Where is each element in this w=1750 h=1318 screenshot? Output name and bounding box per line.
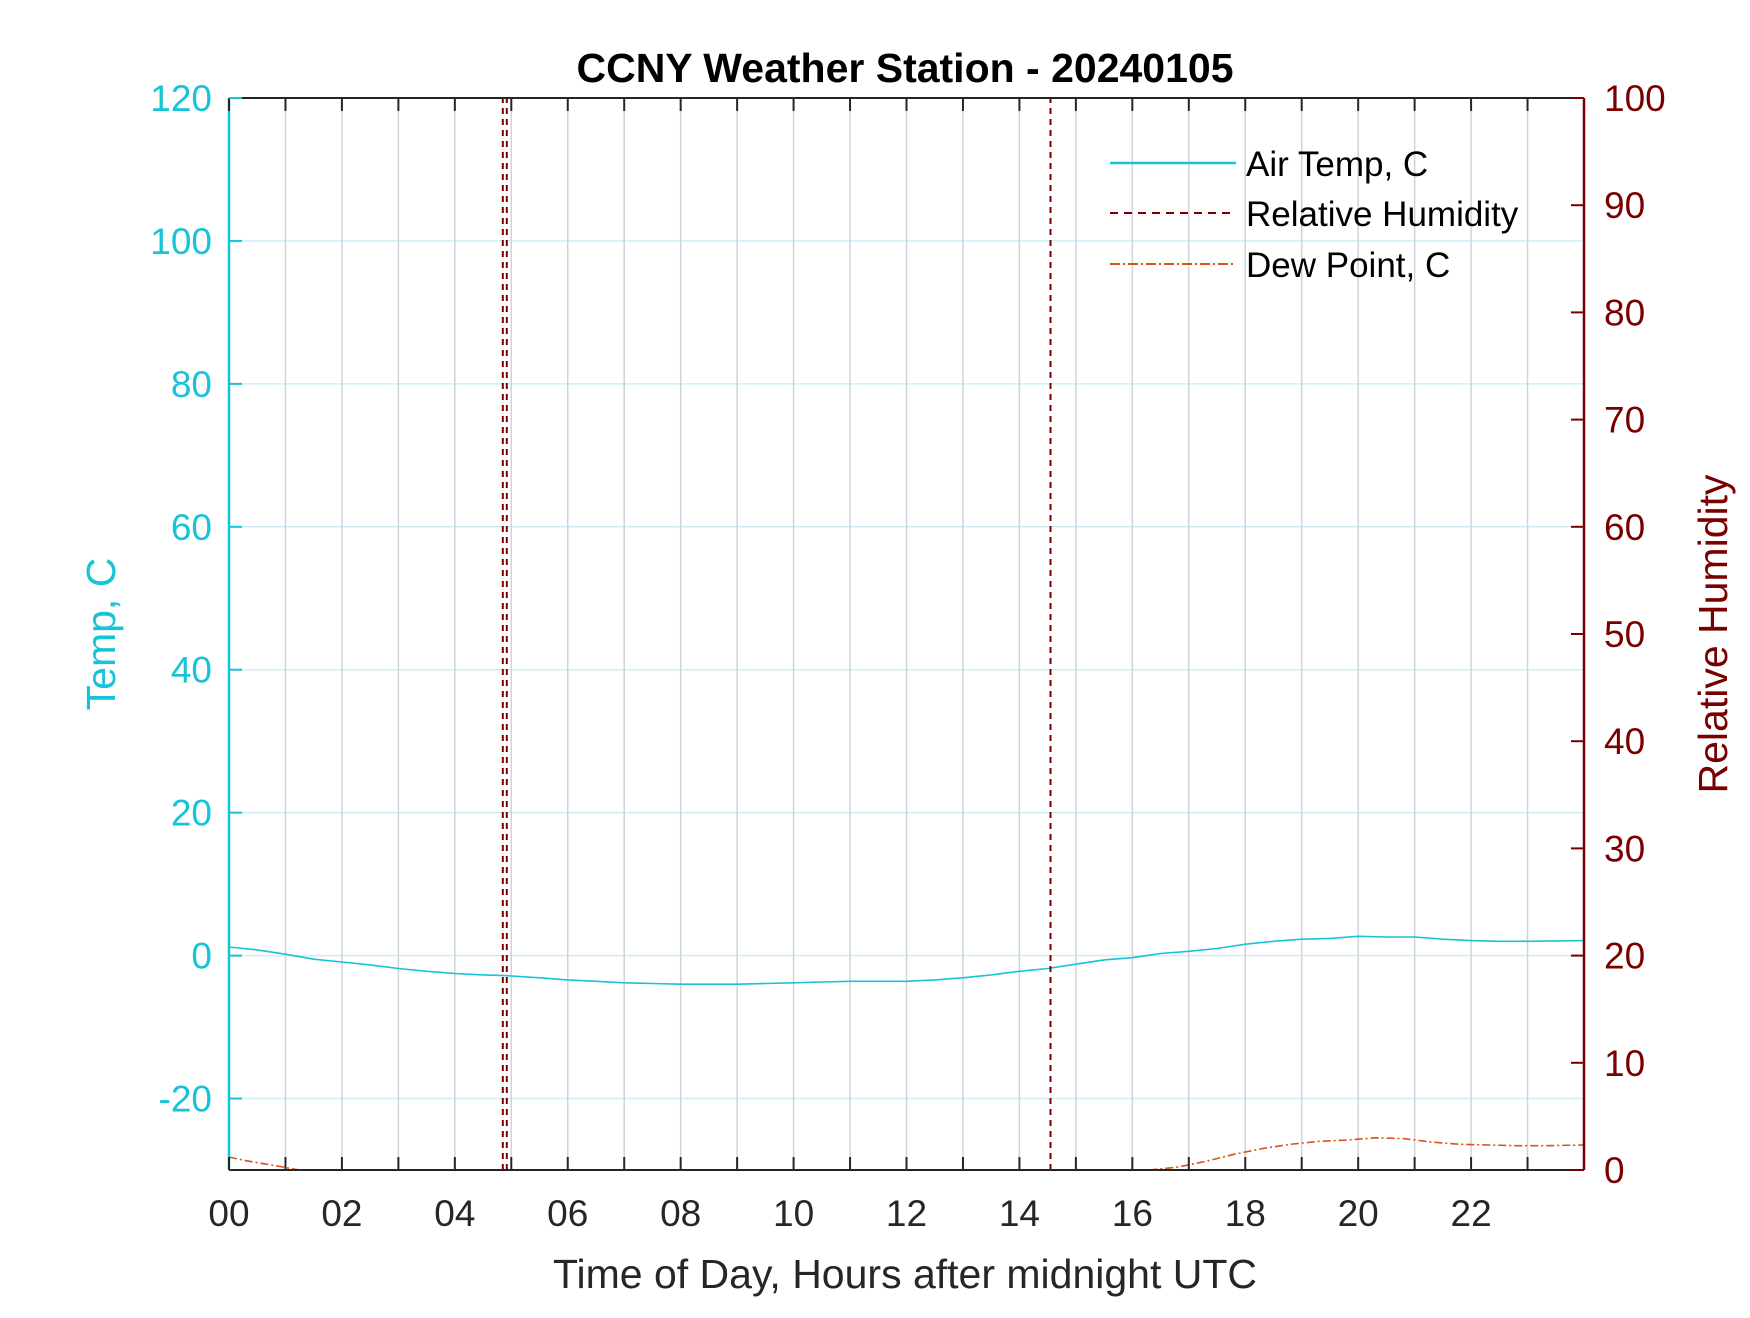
y-left-tick-label: 20: [171, 793, 212, 834]
x-tick-label: 16: [1112, 1193, 1153, 1234]
legend-air-temp-label: Air Temp, C: [1246, 145, 1428, 184]
y-right-tick-label: 60: [1604, 507, 1645, 548]
y-left-tick-label: -20: [159, 1079, 212, 1120]
air-temp-series-line: [228, 935, 1585, 986]
x-tick-label: 06: [547, 1193, 588, 1234]
grid-layer: [229, 98, 1584, 1170]
x-tick-label: 02: [321, 1193, 362, 1234]
y-right-tick-label: 10: [1604, 1043, 1645, 1084]
y-left-tick-label: 100: [150, 221, 212, 262]
series-layer: [228, 98, 1585, 1171]
chart-title: CCNY Weather Station - 20240105: [576, 45, 1233, 91]
y-right-tick-label: 30: [1604, 828, 1645, 869]
legend: Air Temp, C Relative Humidity Dew Point,…: [1110, 145, 1519, 285]
x-tick-label: 12: [886, 1193, 927, 1234]
x-axis-label: Time of Day, Hours after midnight UTC: [553, 1251, 1257, 1297]
x-tick-label: 10: [773, 1193, 814, 1234]
y-axis-left-label: Temp, C: [78, 558, 124, 711]
y-left-tick-label: 80: [171, 364, 212, 405]
y-left-tick-label: 40: [171, 650, 212, 691]
y-right-tick-label: 80: [1604, 292, 1645, 333]
y-left-tick-label: 60: [171, 507, 212, 548]
y-left-tick-label: 120: [150, 78, 212, 119]
x-tick-label: 08: [660, 1193, 701, 1234]
dew-point-series-line: [228, 1156, 300, 1171]
y-right-tick-label: 0: [1604, 1150, 1625, 1191]
x-tick-label: 14: [999, 1193, 1040, 1234]
y-right-tick-label: 40: [1604, 721, 1645, 762]
tick-layer: [228, 97, 1584, 1171]
x-tick-label: 18: [1225, 1193, 1266, 1234]
y-right-tick-label: 50: [1604, 614, 1645, 655]
y-right-tick-label: 70: [1604, 400, 1645, 441]
legend-relative-humidity-label: Relative Humidity: [1246, 195, 1519, 234]
y-right-tick-label: 20: [1604, 936, 1645, 977]
y-left-tick-label: 0: [191, 936, 212, 977]
x-tick-label: 00: [208, 1193, 249, 1234]
y-axis-right-label: Relative Humidity: [1690, 474, 1736, 793]
y-right-tick-label: 90: [1604, 185, 1645, 226]
tick-label-layer: 00 02 04 06 08 10 12 14 16 18 20 22-200204060801001…: [150, 78, 1665, 1234]
y-right-tick-label: 100: [1604, 78, 1666, 119]
x-tick-label: 20: [1338, 1193, 1379, 1234]
x-tick-label: 22: [1451, 1193, 1492, 1234]
dew-point-series-line: [1149, 1137, 1585, 1171]
x-tick-label: 04: [434, 1193, 475, 1234]
legend-dew-point-label: Dew Point, C: [1246, 246, 1450, 285]
